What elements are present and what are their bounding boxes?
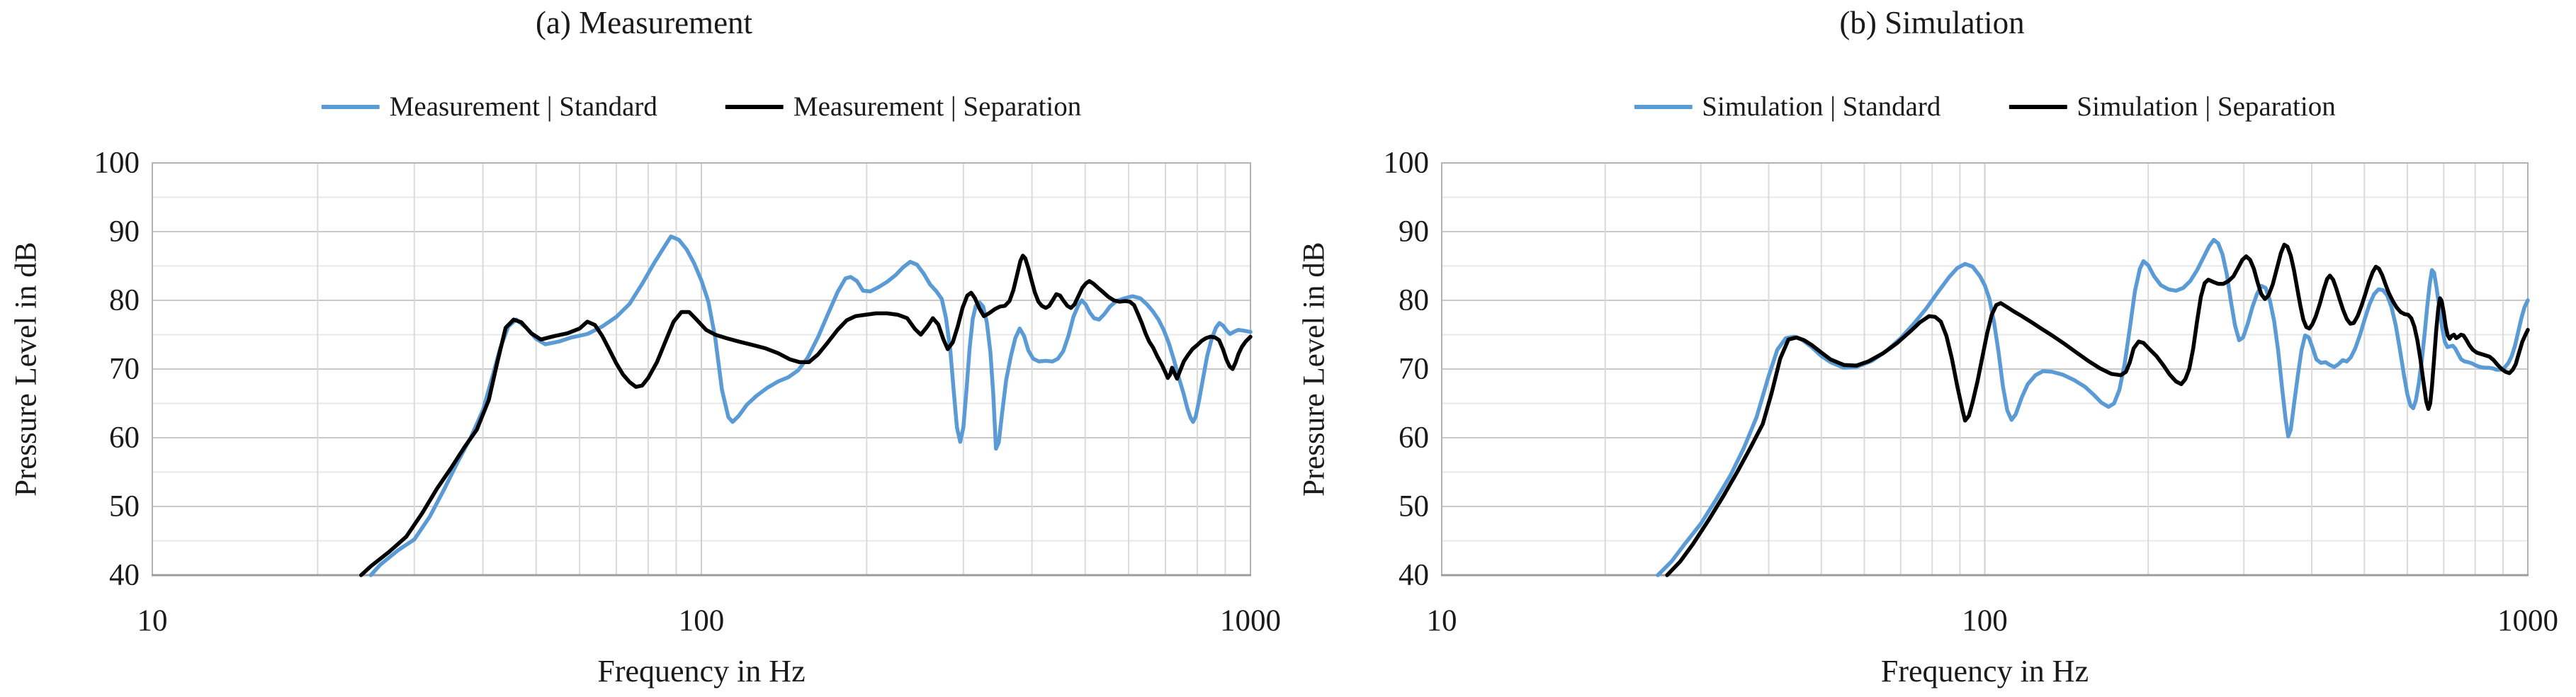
y-tick-label: 90 [1399, 215, 1429, 249]
series-line-0 [368, 234, 1253, 577]
legend-label: Measurement | Separation [793, 91, 1082, 122]
legend-item: Simulation | Separation [2009, 91, 2336, 123]
y-tick-label: 80 [109, 283, 140, 317]
legend-swatch-standard [1634, 104, 1693, 109]
series-line-1 [1665, 242, 2530, 577]
legend: Simulation | Standard Simulation | Separ… [1634, 91, 2336, 123]
legend-swatch-separation [2009, 104, 2067, 109]
x-tick-label: 10 [137, 604, 168, 638]
y-tick-label: 100 [94, 146, 140, 180]
legend-label: Simulation | Standard [1702, 91, 1941, 122]
series-line-1 [358, 254, 1253, 577]
y-tick-label: 40 [1399, 558, 1429, 592]
y-tick-label: 90 [109, 215, 140, 249]
legend-item: Measurement | Separation [725, 91, 1081, 123]
x-tick-label: 10 [1426, 604, 1457, 638]
y-tick-label: 50 [109, 489, 140, 523]
y-tick-label: 60 [1399, 421, 1429, 455]
series-line-0 [1656, 237, 2530, 577]
y-tick-label: 40 [109, 558, 140, 592]
legend-item: Simulation | Standard [1634, 91, 1941, 123]
chart-panel-measurement: (a) Measurement Measurement | Standard M… [10, 5, 1282, 688]
y-tick-label: 70 [109, 352, 140, 386]
x-tick-label: 100 [678, 604, 725, 638]
chart-title: (b) Simulation [1839, 5, 2025, 40]
x-tick-label: 1000 [2497, 604, 2558, 638]
legend-label: Simulation | Separation [2077, 91, 2336, 122]
legend-swatch-separation [725, 104, 784, 109]
y-tick-label: 80 [1399, 283, 1429, 317]
legend-item: Measurement | Standard [321, 91, 657, 123]
y-tick-label: 100 [1383, 146, 1430, 180]
plot-area [152, 162, 1253, 577]
plot-area [1441, 162, 2530, 577]
x-tick-label: 100 [1962, 604, 2008, 638]
chart-panel-simulation: (b) Simulation Simulation | Standard Sim… [1288, 0, 2576, 697]
x-tick-label: 1000 [1220, 604, 1281, 638]
y-tick-label: 50 [1399, 489, 1429, 523]
x-axis-title: Frequency in Hz [597, 654, 806, 688]
chart-title: (a) Measurement [535, 5, 753, 40]
x-axis-title: Frequency in Hz [1880, 654, 2089, 688]
legend: Measurement | Standard Measurement | Sep… [321, 91, 1081, 123]
legend-label: Measurement | Standard [389, 91, 657, 122]
y-tick-label: 70 [1399, 352, 1429, 386]
legend-swatch-standard [321, 104, 380, 109]
y-tick-label: 60 [109, 421, 140, 455]
